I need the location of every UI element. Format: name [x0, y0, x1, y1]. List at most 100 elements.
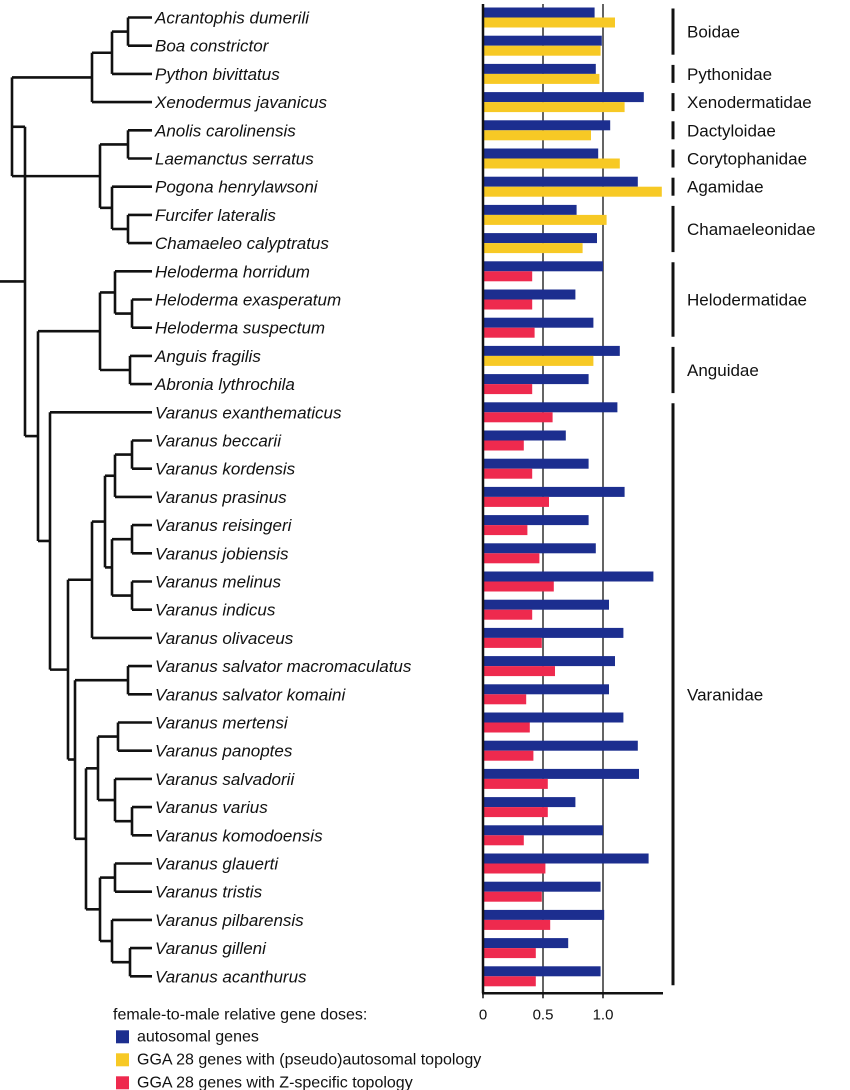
- family-label: Agamidae: [687, 178, 764, 197]
- bar-autosomal: [483, 571, 654, 582]
- bar-zspecific: [483, 976, 536, 987]
- family-label: Pythonidae: [687, 65, 772, 84]
- species-label: Chamaeleo calyptratus: [155, 234, 329, 253]
- bar-autosomal: [483, 768, 639, 779]
- bar-autosomal: [483, 92, 644, 103]
- x-tick-label: 1.0: [593, 1006, 614, 1023]
- species-label: Varanus panoptes: [155, 742, 293, 761]
- bar-autosomal: [483, 656, 615, 667]
- species-label: Varanus pilbarensis: [155, 911, 304, 930]
- bar-zspecific: [483, 778, 548, 789]
- species-label: Heloderma exasperatum: [155, 291, 341, 310]
- family-label: Dactyloidae: [687, 121, 776, 140]
- bar-zspecific: [483, 581, 554, 592]
- bar-autosomal: [483, 797, 576, 808]
- bar-pseudoautosomal: [483, 243, 583, 254]
- legend-label-autosomal: autosomal genes: [137, 1028, 259, 1045]
- species-label: Varanus melinus: [155, 573, 281, 592]
- bar-autosomal: [483, 120, 611, 131]
- bar-pseudoautosomal: [483, 45, 601, 56]
- family-label: Chamaeleonidae: [687, 220, 816, 239]
- species-label: Varanus indicus: [155, 601, 276, 620]
- species-label: Varanus varius: [155, 798, 268, 817]
- family-label: Anguidae: [687, 361, 759, 380]
- bar-pseudoautosomal: [483, 186, 662, 197]
- species-label: Varanus jobiensis: [155, 544, 289, 563]
- species-label: Furcifer lateralis: [155, 206, 276, 225]
- species-label: Varanus salvadorii: [155, 770, 295, 789]
- family-label: Varanidae: [687, 685, 763, 704]
- legend-label-zspecific: GGA 28 genes with Z-specific topology: [137, 1074, 413, 1090]
- species-labels: Acrantophis dumerili Boa constrictor Pytho…: [154, 9, 412, 987]
- bar-autosomal: [483, 853, 649, 864]
- x-tick-label: 0.5: [533, 1006, 554, 1023]
- bar-autosomal: [483, 402, 618, 413]
- bar-zspecific: [483, 553, 540, 564]
- bar-zspecific: [483, 919, 551, 930]
- bar-autosomal: [483, 345, 620, 356]
- legend-swatch-zspecific: [116, 1076, 129, 1090]
- species-label: Varanus acanthurus: [155, 967, 307, 986]
- bar-autosomal: [483, 599, 609, 610]
- bar-autosomal: [483, 261, 603, 272]
- bar-zspecific: [483, 891, 542, 902]
- species-label: Acrantophis dumerili: [154, 9, 310, 28]
- species-label: Varanus glauerti: [155, 855, 279, 874]
- bar-zspecific: [483, 440, 524, 451]
- bar-zspecific: [483, 496, 549, 507]
- species-label: Varanus gilleni: [155, 939, 267, 958]
- bar-zspecific: [483, 807, 548, 818]
- species-label: Pogona henrylawsoni: [155, 178, 319, 197]
- species-label: Xenodermus javanicus: [154, 93, 327, 112]
- bar-autosomal: [483, 35, 602, 46]
- species-label: Varanus exanthematicus: [155, 403, 342, 422]
- family-labels: Boidae Pythonidae Xenodermatidae Dactyloida…: [671, 8, 816, 986]
- bar-plot: [481, 4, 663, 995]
- species-label: Varanus kordensis: [155, 460, 296, 479]
- bar-pseudoautosomal: [483, 130, 591, 141]
- bar-autosomal: [483, 740, 638, 751]
- species-label: Varanus salvator macromaculatus: [155, 657, 412, 676]
- legend-label-pseudoautosomal: GGA 28 genes with (pseudo)autosomal topo…: [137, 1051, 481, 1068]
- bar-zspecific: [483, 948, 536, 959]
- phylogenetic-tree: [0, 16, 152, 978]
- bar-autosomal: [483, 7, 595, 18]
- bar-autosomal: [483, 712, 624, 723]
- species-label: Boa constrictor: [155, 37, 270, 56]
- bar-pseudoautosomal: [483, 355, 594, 366]
- bar-zspecific: [483, 666, 555, 677]
- species-label: Laemanctus serratus: [155, 150, 314, 169]
- bar-autosomal: [483, 430, 566, 441]
- species-label: Anolis carolinensis: [154, 121, 296, 140]
- bar-zspecific: [483, 384, 533, 395]
- bar-autosomal: [483, 63, 596, 74]
- species-label: Heloderma suspectum: [155, 319, 325, 338]
- species-label: Varanus mertensi: [155, 714, 289, 733]
- family-label: Boidae: [687, 23, 740, 42]
- bar-zspecific: [483, 863, 546, 874]
- bar-autosomal: [483, 148, 599, 159]
- legend-swatch-pseudoautosomal: [116, 1053, 129, 1067]
- bar-zspecific: [483, 299, 533, 310]
- bar-autosomal: [483, 627, 624, 638]
- species-label: Varanus komodoensis: [155, 826, 323, 845]
- bar-autosomal: [483, 938, 569, 949]
- bar-zspecific: [483, 525, 528, 536]
- species-label: Heloderma horridum: [155, 262, 310, 281]
- bar-autosomal: [483, 317, 594, 328]
- bar-pseudoautosomal: [483, 102, 625, 113]
- bar-autosomal: [483, 684, 609, 695]
- bar-autosomal: [483, 204, 577, 215]
- bar-pseudoautosomal: [483, 214, 607, 225]
- family-label: Corytophanidae: [687, 150, 807, 169]
- species-label: Varanus salvator komaini: [155, 685, 346, 704]
- species-label: Abronia lythrochila: [154, 375, 295, 394]
- bar-zspecific: [483, 412, 553, 423]
- x-tick-label: 0: [479, 1006, 487, 1023]
- family-label: Xenodermatidae: [687, 93, 812, 112]
- species-label: Varanus beccarii: [155, 432, 282, 451]
- bar-autosomal: [483, 374, 589, 385]
- bar-autosomal: [483, 458, 589, 469]
- bar-autosomal: [483, 486, 625, 497]
